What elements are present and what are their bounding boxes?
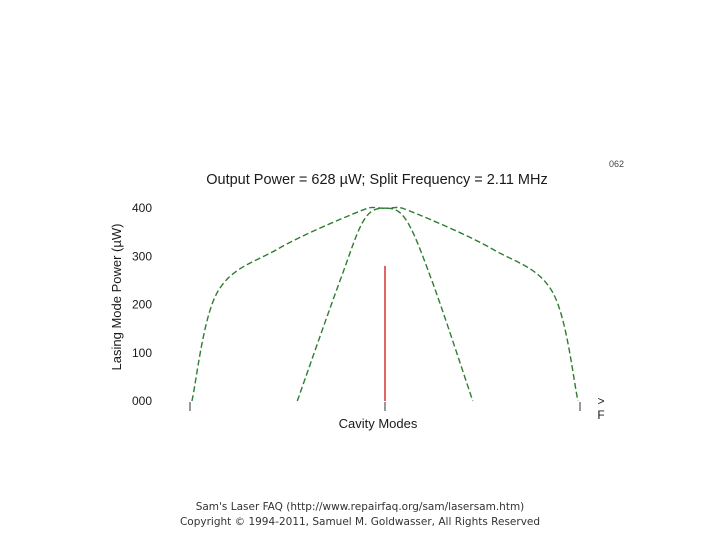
series-layer	[191, 206, 579, 402]
x-tick-marks	[189, 402, 581, 411]
y-axis-label: Lasing Mode Power (µW)	[109, 224, 124, 371]
chart-title: Output Power = 628 µW; Split Frequency =…	[206, 172, 547, 188]
y-tick-labels: 000 100 200 300 400	[132, 201, 152, 408]
y-tick-label: 200	[132, 298, 152, 312]
footer-line-2: Copyright © 1994-2011, Samuel M. Goldwas…	[179, 516, 541, 528]
y-tick-label: 000	[132, 394, 152, 408]
x-axis-label: Cavity Modes	[339, 416, 418, 431]
y-tick-label: 400	[132, 201, 152, 215]
mode-curve-1	[191, 206, 474, 402]
y-tick-label: 100	[132, 346, 152, 360]
frequency-axis-label: F	[597, 408, 604, 422]
mode-curve-2	[296, 206, 579, 402]
frequency-arrow: >	[597, 394, 604, 408]
y-tick-label: 300	[132, 249, 152, 263]
footer-line-1: Sam's Laser FAQ (http://www.repairfaq.or…	[195, 501, 525, 513]
figure-number: 062	[609, 159, 624, 169]
